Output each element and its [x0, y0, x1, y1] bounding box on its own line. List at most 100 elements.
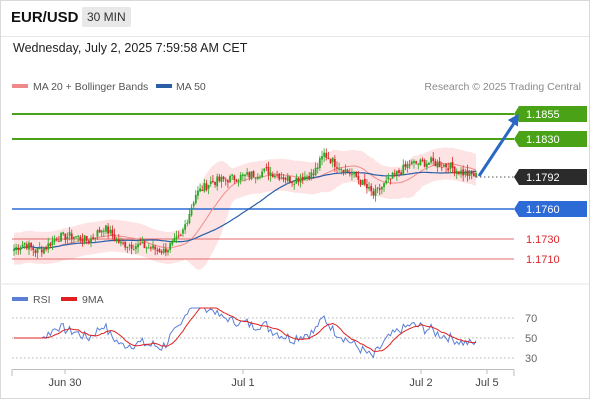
- candle-body: [192, 202, 195, 207]
- candle: [36, 247, 39, 259]
- candle-body: [85, 236, 88, 241]
- candle: [432, 152, 435, 166]
- price-legend: MA 20 + Bollinger Bands MA 50 Research © 2…: [12, 81, 581, 93]
- candle: [295, 173, 298, 185]
- candle-body: [109, 229, 112, 233]
- candle: [45, 245, 47, 252]
- candle: [109, 225, 112, 236]
- candle-body: [30, 242, 33, 247]
- candle: [201, 185, 204, 192]
- candle-body: [289, 176, 291, 183]
- candle-body: [244, 174, 246, 177]
- candle-body: [395, 171, 398, 176]
- candle-body: [274, 175, 276, 177]
- candle: [226, 178, 229, 188]
- candle: [370, 183, 373, 197]
- rsi-tick-0: 70: [525, 313, 537, 325]
- rsi-legend: RSI 9MA: [12, 294, 104, 306]
- candle-body: [406, 164, 409, 169]
- candle-body: [179, 234, 182, 236]
- candle-body: [186, 222, 189, 224]
- x-tick-label-1: Jul 1: [231, 377, 254, 389]
- candle: [389, 178, 392, 185]
- candle-body: [449, 162, 452, 169]
- candle: [438, 157, 441, 168]
- candle-body: [145, 247, 148, 249]
- candle: [316, 163, 319, 174]
- candle-body: [19, 247, 22, 251]
- candle-body: [21, 244, 24, 247]
- candle: [162, 243, 165, 255]
- candle: [77, 234, 80, 242]
- candle-body: [278, 173, 281, 180]
- candle-body: [92, 237, 95, 239]
- candle: [117, 233, 120, 244]
- candle: [25, 241, 28, 251]
- candle: [233, 174, 236, 185]
- candle-body: [152, 245, 154, 249]
- legend-swatch-ma20: [12, 84, 28, 88]
- candle: [252, 170, 255, 178]
- candle-body: [370, 186, 373, 192]
- candle-body: [432, 157, 435, 162]
- candle-body: [340, 168, 343, 170]
- candle-body: [342, 170, 345, 173]
- candle-body: [423, 160, 426, 167]
- candle-body: [62, 232, 65, 235]
- candle-body: [355, 172, 358, 177]
- candle-body: [167, 249, 169, 253]
- candle-body: [55, 239, 58, 241]
- candle-body: [385, 180, 388, 184]
- candle: [250, 171, 253, 181]
- level-tag-2: [514, 201, 587, 217]
- candle: [447, 162, 450, 173]
- candle: [229, 174, 231, 184]
- candle: [171, 238, 174, 247]
- candle: [372, 188, 375, 199]
- candle-body: [475, 173, 477, 178]
- candle-body: [237, 180, 240, 182]
- candle: [385, 175, 388, 185]
- level-label-1: 1.1830: [526, 134, 560, 146]
- candle: [308, 172, 311, 181]
- candle-body: [90, 238, 92, 243]
- candle: [284, 176, 287, 184]
- candle-body: [175, 236, 178, 239]
- candle: [105, 225, 107, 235]
- candle: [199, 183, 201, 193]
- legend-swatch-ma50: [156, 84, 172, 88]
- candle-body: [410, 161, 413, 165]
- candle: [164, 243, 167, 257]
- timeframe-button[interactable]: 30 MIN: [82, 7, 131, 27]
- level-tag-0: [514, 106, 587, 122]
- candle-body: [218, 176, 221, 181]
- candle: [333, 155, 336, 172]
- candle: [19, 245, 22, 255]
- candle-body: [308, 176, 311, 180]
- candle-body: [209, 181, 212, 185]
- candle-body: [40, 249, 43, 253]
- candle-body: [81, 239, 84, 242]
- candle: [207, 184, 210, 195]
- candle-body: [316, 167, 319, 169]
- candle: [68, 226, 71, 241]
- candle: [83, 235, 86, 245]
- candle-body: [220, 176, 223, 182]
- candle-body: [263, 168, 266, 172]
- candle: [402, 159, 405, 176]
- candle: [278, 172, 281, 181]
- candle-body: [38, 247, 41, 249]
- candle-body: [306, 176, 308, 178]
- candle: [139, 237, 142, 246]
- candle-body: [378, 188, 381, 190]
- credit-text: Research © 2025 Trading Central: [424, 81, 581, 93]
- candle-body: [226, 180, 229, 183]
- candle-body: [261, 171, 264, 178]
- candle-body: [269, 172, 272, 176]
- candle: [276, 170, 278, 179]
- candle: [321, 150, 323, 166]
- candle-body: [417, 163, 420, 165]
- candle-body: [333, 159, 336, 167]
- candle: [325, 148, 328, 161]
- candle: [342, 169, 345, 176]
